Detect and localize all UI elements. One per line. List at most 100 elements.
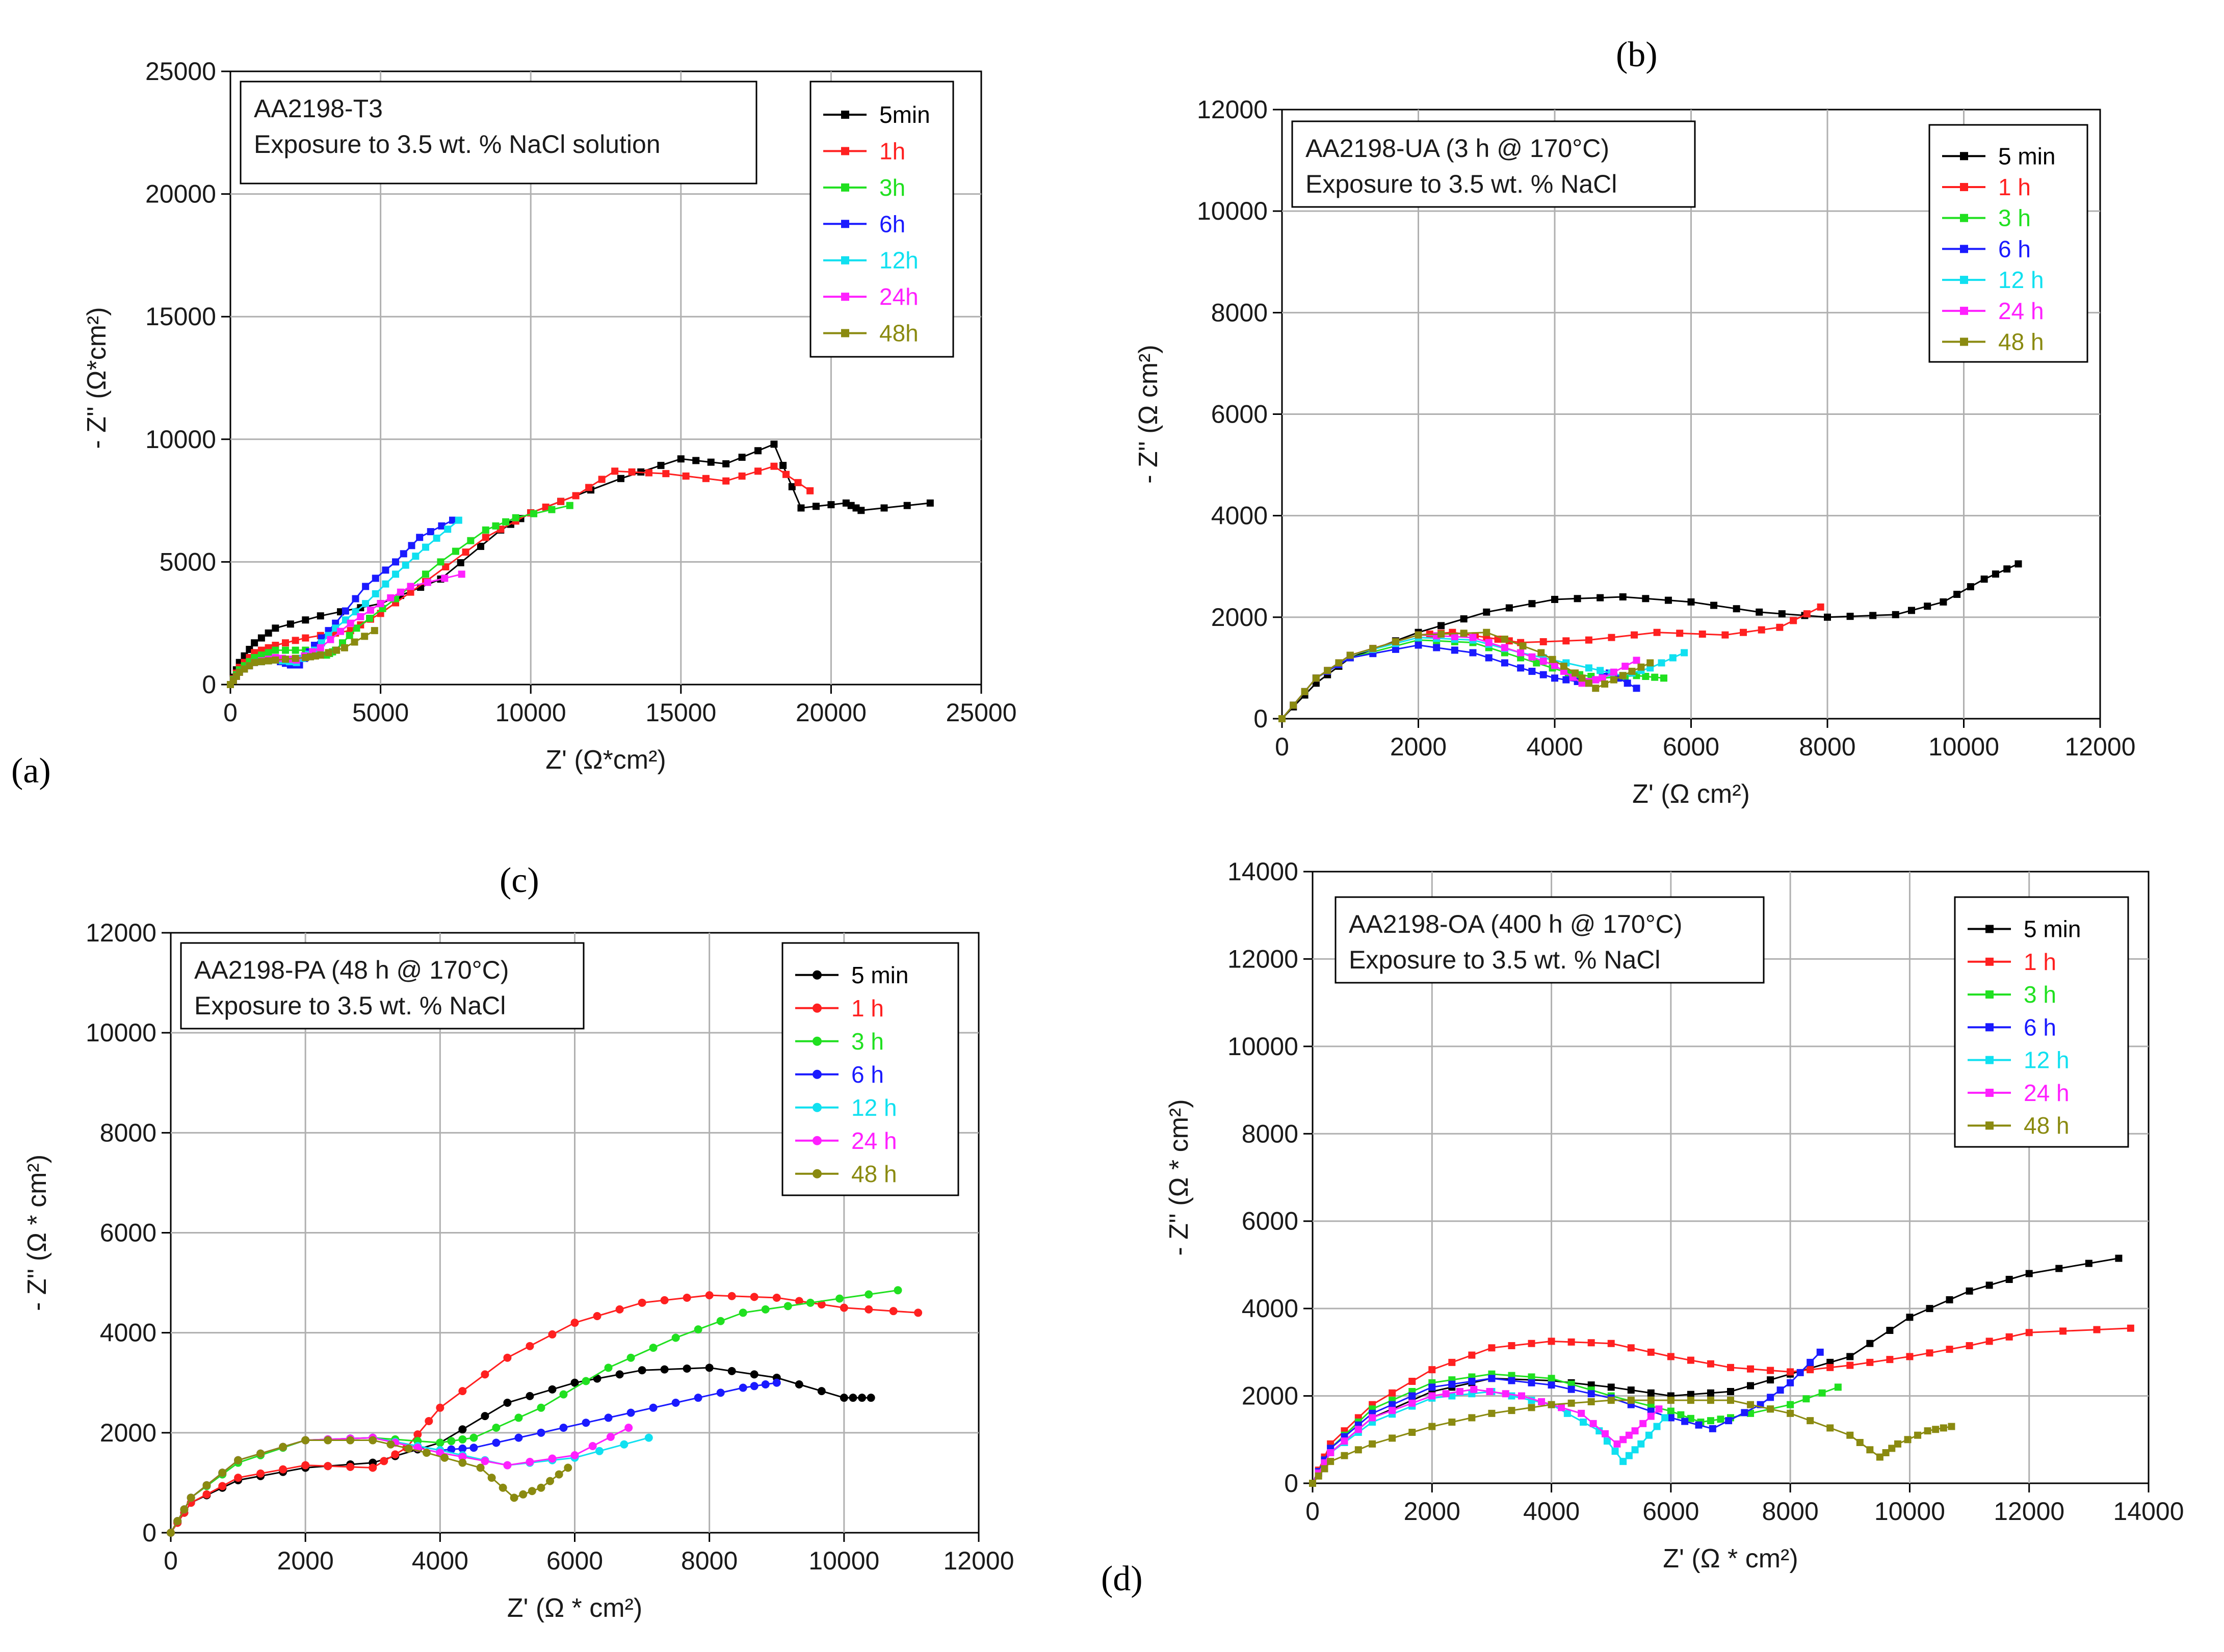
data-point xyxy=(361,633,368,640)
data-point xyxy=(234,1456,242,1464)
data-point xyxy=(858,1394,866,1402)
data-point xyxy=(1562,676,1569,684)
legend-label: 24h xyxy=(879,283,919,310)
data-point xyxy=(424,579,431,586)
data-point xyxy=(1537,649,1545,657)
data-point xyxy=(1628,1344,1635,1351)
data-point xyxy=(1428,1423,1435,1430)
legend-marker xyxy=(1985,1121,1994,1130)
legend-label: 48 h xyxy=(851,1161,897,1187)
data-point xyxy=(658,462,665,469)
legend-label: 3 h xyxy=(2024,981,2056,1008)
data-point xyxy=(1590,1420,1597,1427)
data-point xyxy=(1508,1342,1515,1349)
data-point xyxy=(467,537,474,544)
data-point xyxy=(784,1302,792,1310)
data-point xyxy=(346,632,353,639)
legend-label: 24 h xyxy=(1998,298,2044,324)
data-point xyxy=(806,1299,815,1307)
data-point xyxy=(1629,668,1636,675)
data-point xyxy=(218,1482,226,1490)
data-point xyxy=(422,570,429,578)
data-point xyxy=(867,1394,875,1402)
data-point xyxy=(526,1342,534,1350)
legend-label: 12h xyxy=(879,247,919,274)
data-point xyxy=(571,1319,579,1327)
data-point xyxy=(372,590,379,597)
data-point xyxy=(346,1436,354,1445)
legend-label: 3 h xyxy=(1998,205,2031,231)
data-point xyxy=(1528,1340,1535,1347)
data-point xyxy=(1981,575,1988,583)
data-point xyxy=(2006,1276,2013,1283)
data-point xyxy=(1758,626,1765,634)
data-point xyxy=(582,1419,590,1427)
data-point xyxy=(1687,1357,1694,1364)
data-point xyxy=(1408,1393,1416,1400)
data-point xyxy=(683,1365,691,1373)
data-point xyxy=(1707,1417,1714,1424)
data-point xyxy=(645,1434,653,1442)
data-point xyxy=(380,1457,388,1465)
y-axis-title: - Z'' (Ω * cm²) xyxy=(22,1155,52,1311)
data-point xyxy=(1676,630,1683,637)
data-point xyxy=(1324,667,1331,674)
data-point xyxy=(1633,657,1640,664)
data-point xyxy=(452,548,459,555)
data-point xyxy=(1647,1413,1655,1420)
data-point xyxy=(1826,1424,1834,1431)
panel-label: (c) xyxy=(500,861,539,900)
legend-label: 1 h xyxy=(2024,949,2056,975)
legend-marker xyxy=(841,293,849,301)
data-point xyxy=(347,620,354,627)
data-point xyxy=(1548,1381,1555,1388)
data-point xyxy=(1483,609,1490,616)
data-point xyxy=(607,1433,615,1441)
data-point xyxy=(1408,1400,1416,1407)
legend-label: 24 h xyxy=(851,1127,897,1154)
data-point xyxy=(1369,1440,1376,1448)
data-point xyxy=(1451,647,1458,654)
data-point xyxy=(1278,715,1286,722)
data-point xyxy=(458,1459,466,1467)
data-point xyxy=(492,522,499,530)
data-point xyxy=(1588,1339,1595,1346)
data-point xyxy=(1886,1327,1893,1334)
data-point xyxy=(1579,674,1586,681)
data-point xyxy=(342,608,349,615)
data-point xyxy=(1501,644,1508,651)
data-point xyxy=(1528,1404,1535,1411)
data-point xyxy=(279,1465,287,1474)
data-point xyxy=(598,476,606,483)
y-tick-label: 4000 xyxy=(1211,502,1268,530)
data-point xyxy=(2127,1325,2134,1332)
data-point xyxy=(750,1370,758,1378)
data-point xyxy=(282,639,289,646)
data-point xyxy=(416,534,423,541)
data-point xyxy=(1632,1427,1639,1434)
data-point xyxy=(412,553,419,560)
data-point xyxy=(1824,614,1831,621)
data-point xyxy=(1707,1397,1714,1404)
data-point xyxy=(750,1382,758,1390)
data-point xyxy=(1488,1375,1495,1382)
data-point xyxy=(1428,1393,1435,1400)
data-point xyxy=(728,1292,736,1300)
data-point xyxy=(1986,1281,1993,1289)
data-point xyxy=(519,1490,527,1499)
legend-marker xyxy=(813,1169,822,1178)
x-tick-label: 20000 xyxy=(796,698,867,727)
data-point xyxy=(548,506,555,513)
data-point xyxy=(1747,1382,1754,1389)
data-point xyxy=(1574,595,1581,602)
info-line: Exposure to 3.5 wt. % NaCl xyxy=(194,991,506,1020)
data-point xyxy=(382,581,389,588)
legend-label: 6 h xyxy=(1998,235,2031,262)
data-point xyxy=(1488,1410,1495,1417)
data-point xyxy=(620,1440,628,1449)
data-point xyxy=(405,1445,413,1453)
data-point xyxy=(1741,1409,1748,1416)
data-point xyxy=(782,471,790,478)
data-point xyxy=(589,1442,597,1450)
data-point xyxy=(282,655,289,663)
